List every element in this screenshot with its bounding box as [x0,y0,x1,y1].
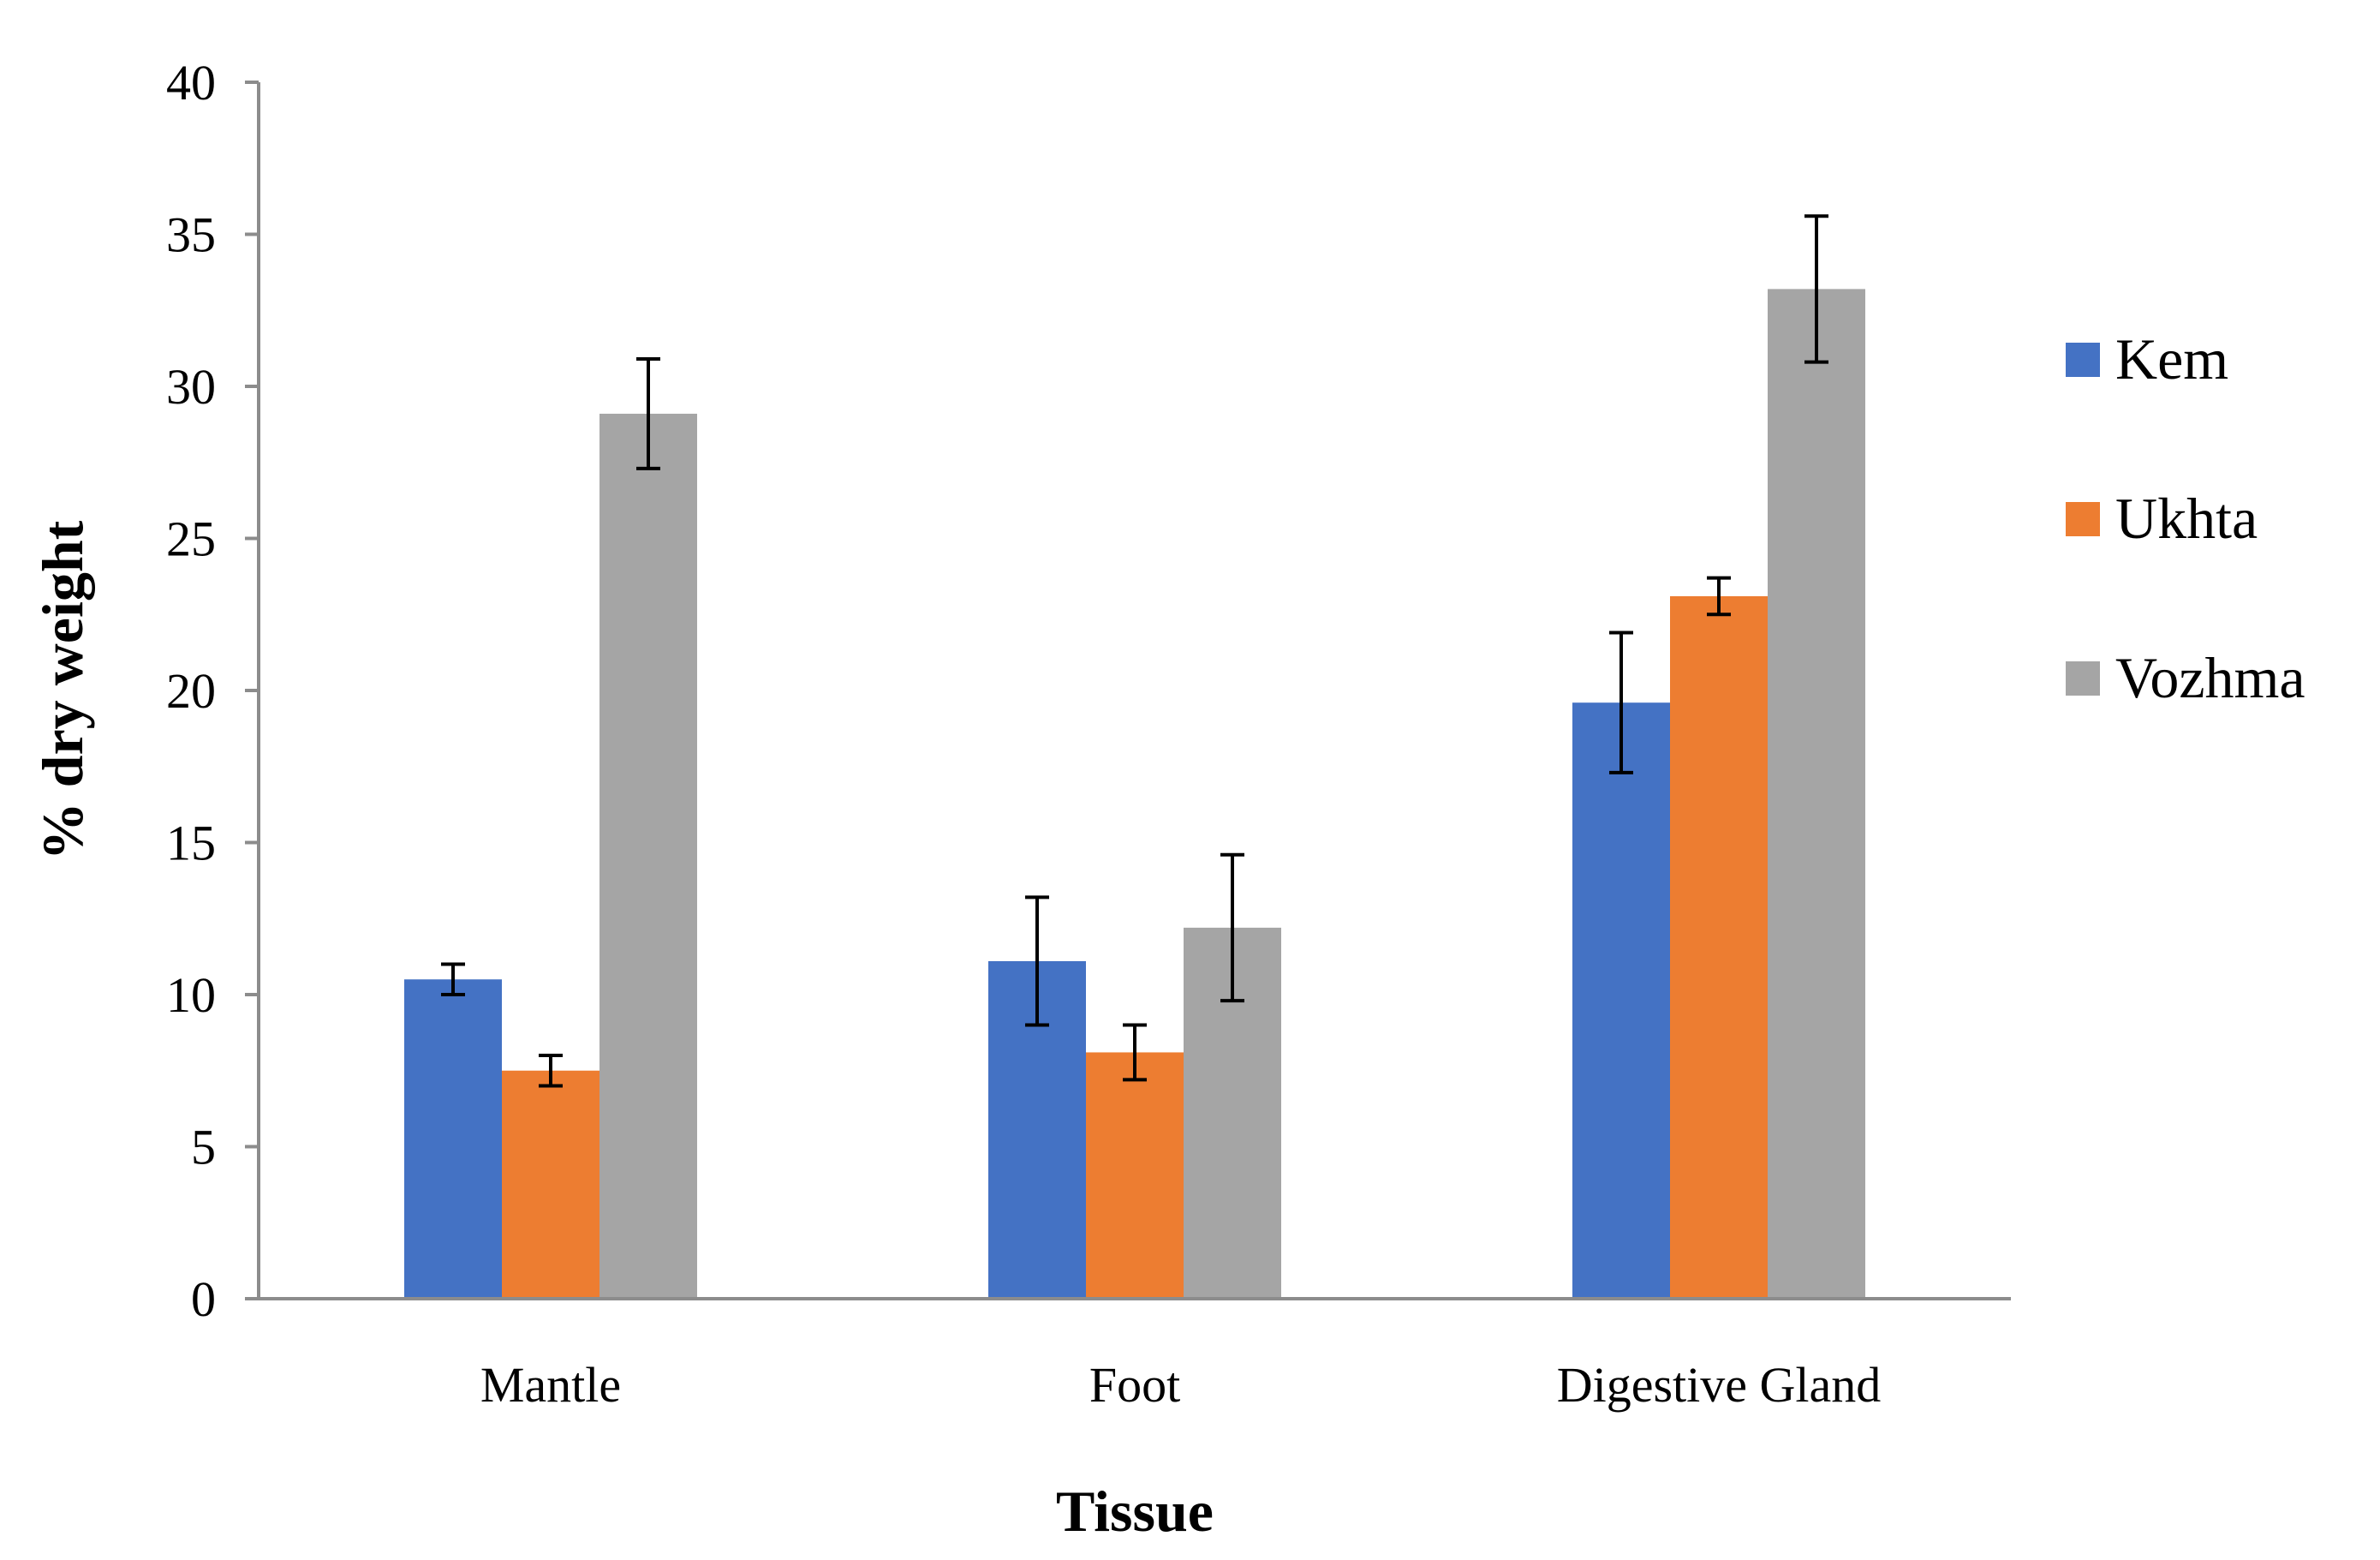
bar-kem-mantle [404,979,502,1299]
legend: Kem Ukhta Vozhma [2066,326,2305,710]
bar-vozhma-mantle [599,413,697,1300]
y-tick-label: 5 [191,1120,216,1175]
y-tick-label: 10 [166,967,216,1023]
bar-ukhta-foot [1086,1052,1184,1299]
y-tick-label: 35 [166,207,216,263]
legend-swatch-ukhta [2066,502,2100,536]
legend-swatch-kem [2066,343,2100,377]
y-tick-label: 40 [166,55,216,111]
bar-vozhma-digestive-gland [1768,289,1865,1299]
x-tick-label: Foot [1089,1357,1180,1413]
y-axis-title: % dry weight [30,520,95,860]
x-axis-labels: Mantle Foot Digestive Gland [480,1357,1881,1413]
x-axis-title: Tissue [1056,1479,1214,1544]
plot-area [404,214,1865,1300]
y-tick-label: 0 [191,1271,216,1327]
bar-kem-digestive-gland [1572,702,1670,1299]
y-tick-label: 20 [166,663,216,719]
bar-ukhta-digestive-gland [1670,595,1768,1299]
y-axis-ticks: 0 5 10 15 20 25 30 35 40 [166,55,259,1327]
legend-label-ukhta: Ukhta [2115,486,2258,551]
y-tick-label: 15 [166,816,216,871]
legend-swatch-vozhma [2066,661,2100,696]
x-tick-label: Mantle [480,1357,621,1413]
y-tick-label: 25 [166,511,216,567]
legend-label-kem: Kem [2115,326,2228,391]
legend-label-vozhma: Vozhma [2115,645,2305,710]
y-tick-label: 30 [166,359,216,415]
x-tick-label: Digestive Gland [1557,1357,1882,1413]
bar-ukhta-mantle [502,1070,599,1299]
